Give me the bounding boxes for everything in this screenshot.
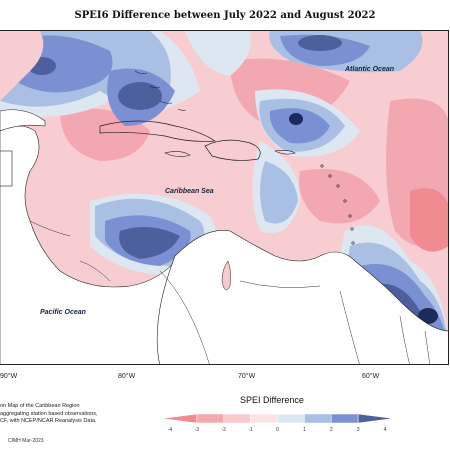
note-line: on Map of the Caribbean Region [0,403,80,409]
blue-zone [260,161,298,224]
legend-title: SPEI Difference [240,395,304,405]
pink-zone [299,169,380,224]
deep-blue-core [119,227,180,259]
legend-tick-label: -2 [222,427,227,433]
jamaica-outline [164,151,191,157]
map-title: SPEI6 Difference between July 2022 and A… [74,10,376,21]
legend-tick-label: 3 [357,427,360,433]
legend-swatch [357,413,394,424]
longitude-label: 80°W [118,373,136,380]
longitude-label: 70°W [238,373,256,380]
atlantic-ocean-label: Atlantic Ocean [345,66,395,73]
light-blue-zone [185,31,251,76]
legend-swatch [161,413,198,424]
longitude-label: 90°W [0,373,18,380]
inset-box [0,150,13,187]
caribbean-sea-label: Caribbean Sea [165,188,214,195]
deep-blue-core [289,113,303,125]
legend-tick-label: 2 [330,427,333,433]
deep-blue-core [418,308,438,324]
note-line: CF, with NCEP/NCAR Reanalysis Data. [0,418,97,424]
north-edge [0,31,44,101]
hispaniola-outline [204,139,261,161]
cuba-outline [99,120,217,142]
lesser-antilles [320,164,355,245]
legend-swatch [250,413,278,424]
pacific-ocean-label: Pacific Ocean [40,309,86,316]
bahamas [134,70,187,111]
spei-difference-map [0,31,448,364]
deep-blue-core [118,82,162,110]
legend-tick-label: -1 [248,427,253,433]
map-panel: Atlantic Ocean Caribbean Sea Pacific Oce… [0,30,449,365]
map-note: on Map of the Caribbean Region aggregati… [0,403,115,426]
country-borders [29,220,430,364]
legend-swatch [331,413,359,424]
florida-land [0,109,46,132]
legend-swatch [223,413,251,424]
dark-blue-zone [269,108,330,144]
legend-tick-label: -4 [168,427,173,433]
puerto-rico-outline [274,150,296,155]
pink-core [410,188,448,252]
lake-maracaibo [221,260,231,291]
deep-blue-core [298,35,342,51]
legend-tick-label: 1 [303,427,306,433]
longitude-label: 60°W [362,373,380,380]
note-line: aggregating station based observations, [0,410,98,417]
legend-tick-label: 0 [276,427,279,433]
legend-tick-label: 4 [384,427,387,433]
credit-text: CIMH Mar-2023 [8,438,44,444]
legend-tick-label: -3 [195,427,200,433]
legend-swatch [196,413,224,424]
legend-swatch [304,413,332,424]
legend-swatch [277,413,305,424]
south-america-land [156,230,448,364]
